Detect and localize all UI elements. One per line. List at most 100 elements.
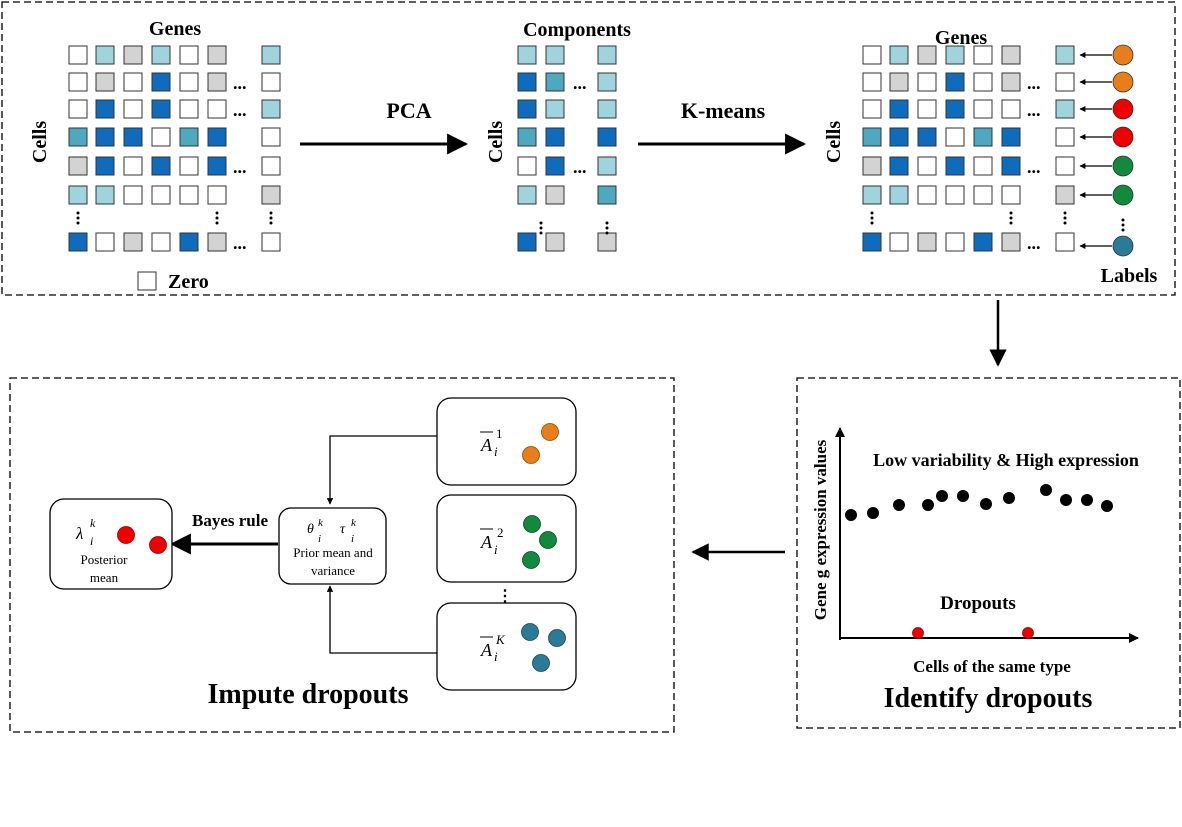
matrix-cell bbox=[973, 127, 993, 147]
matrix-cell bbox=[973, 45, 993, 65]
matrix-cell bbox=[597, 99, 617, 119]
posterior-box bbox=[49, 498, 173, 590]
cluster-dot-green bbox=[522, 551, 540, 569]
zero-legend-square bbox=[137, 271, 157, 291]
matrix-cell bbox=[889, 232, 909, 252]
matrix-cell bbox=[545, 185, 565, 205]
matrix-cell bbox=[973, 156, 993, 176]
matrix-cell bbox=[1001, 99, 1021, 119]
ellipsis-vertical-dot bbox=[1063, 221, 1067, 225]
matrix-cell bbox=[945, 99, 965, 119]
ellipsis-horizontal: ... bbox=[1027, 73, 1041, 93]
matrix-cell bbox=[1001, 45, 1021, 65]
matrix-cell bbox=[123, 232, 143, 252]
matrix-cell bbox=[889, 99, 909, 119]
svg-text:1: 1 bbox=[496, 426, 503, 441]
impute-panel-border bbox=[9, 377, 675, 733]
matrix-cell bbox=[207, 127, 227, 147]
identify-title: Identify dropouts bbox=[884, 683, 1093, 714]
matrix-cell bbox=[545, 45, 565, 65]
label-dot-teal bbox=[1112, 235, 1134, 257]
svg-text:i: i bbox=[494, 542, 498, 557]
label-dot-red bbox=[1112, 126, 1134, 148]
matrix-cell bbox=[68, 45, 88, 65]
svg-text:i: i bbox=[494, 444, 498, 459]
matrix-cell bbox=[261, 127, 281, 147]
matrix-cell bbox=[1055, 99, 1075, 119]
svg-text:K: K bbox=[495, 632, 506, 647]
svg-text:A: A bbox=[480, 640, 493, 660]
high-expression-points bbox=[845, 484, 1113, 521]
bayes-rule-label: Bayes rule bbox=[192, 511, 268, 530]
ellipsis-horizontal: ... bbox=[573, 157, 587, 177]
y-axis-label: Gene g expression values bbox=[811, 439, 830, 620]
ellipsis-horizontal: ... bbox=[573, 73, 587, 93]
ellipsis-horizontal: ... bbox=[1027, 100, 1041, 120]
expression-point bbox=[1040, 484, 1052, 496]
label-dot-orange bbox=[1112, 44, 1134, 66]
matrix-cell bbox=[1055, 156, 1075, 176]
matrix-cell bbox=[545, 156, 565, 176]
labels-label: Labels bbox=[1101, 265, 1158, 287]
kmeans-label: K-means bbox=[681, 98, 766, 123]
matrix-cell bbox=[68, 99, 88, 119]
matrix-cell bbox=[68, 127, 88, 147]
dropout-point bbox=[912, 627, 924, 639]
ellipsis-horizontal: ... bbox=[1027, 233, 1041, 253]
matrix-cell bbox=[1001, 156, 1021, 176]
label-dot-orange bbox=[1112, 71, 1134, 93]
matrix-cell bbox=[917, 232, 937, 252]
matrix-cell bbox=[597, 72, 617, 92]
matrix-cell bbox=[917, 185, 937, 205]
matrix-cell bbox=[545, 127, 565, 147]
matrix-cell bbox=[862, 127, 882, 147]
cluster-dot-teal bbox=[532, 654, 550, 672]
cluster-label-2: A 2 i bbox=[480, 525, 504, 557]
prior-text-1: Prior mean and bbox=[293, 545, 373, 560]
posterior-dot bbox=[149, 536, 167, 554]
matrix-cell bbox=[917, 127, 937, 147]
matrix-cell bbox=[1001, 185, 1021, 205]
matrix-cell bbox=[945, 127, 965, 147]
cluster-label-k: A K i bbox=[480, 632, 506, 664]
label-dot-green bbox=[1112, 155, 1134, 177]
component-matrix: ...... bbox=[517, 45, 617, 252]
x-axis-label: Cells of the same type bbox=[913, 657, 1071, 676]
matrix-cell bbox=[151, 72, 171, 92]
matrix-cell bbox=[207, 185, 227, 205]
svg-text:λ: λ bbox=[75, 524, 83, 543]
label-dot-green bbox=[1112, 184, 1134, 206]
cluster-dot-green bbox=[523, 515, 541, 533]
matrix-cell bbox=[123, 127, 143, 147]
zero-label: Zero bbox=[168, 271, 209, 293]
expression-point bbox=[1060, 494, 1072, 506]
cells-label-2: Cells bbox=[485, 121, 507, 163]
matrix-cell bbox=[862, 156, 882, 176]
matrix-cell bbox=[889, 45, 909, 65]
matrix-cell bbox=[68, 156, 88, 176]
matrix-cell bbox=[179, 45, 199, 65]
matrix-cell bbox=[123, 72, 143, 92]
components-label: Components bbox=[523, 19, 631, 41]
matrix-cell bbox=[95, 232, 115, 252]
matrix-cell bbox=[862, 185, 882, 205]
matrix-cell bbox=[597, 156, 617, 176]
matrix-cell bbox=[945, 185, 965, 205]
matrix-cell bbox=[889, 185, 909, 205]
pca-label: PCA bbox=[386, 98, 431, 123]
svg-text:k: k bbox=[351, 517, 357, 529]
matrix-cell bbox=[1001, 232, 1021, 252]
cluster-ellipsis: ⋮ bbox=[497, 588, 513, 605]
matrix-cell bbox=[917, 156, 937, 176]
matrix-cell bbox=[862, 72, 882, 92]
matrix-cell bbox=[179, 185, 199, 205]
matrix-cell bbox=[517, 45, 537, 65]
matrix-cell bbox=[151, 99, 171, 119]
matrix-cell bbox=[151, 232, 171, 252]
ellipsis-horizontal: ... bbox=[233, 157, 247, 177]
svg-text:A: A bbox=[480, 532, 493, 552]
expression-point bbox=[980, 498, 992, 510]
cluster-labels bbox=[1079, 44, 1134, 257]
ellipsis-horizontal: ... bbox=[233, 233, 247, 253]
